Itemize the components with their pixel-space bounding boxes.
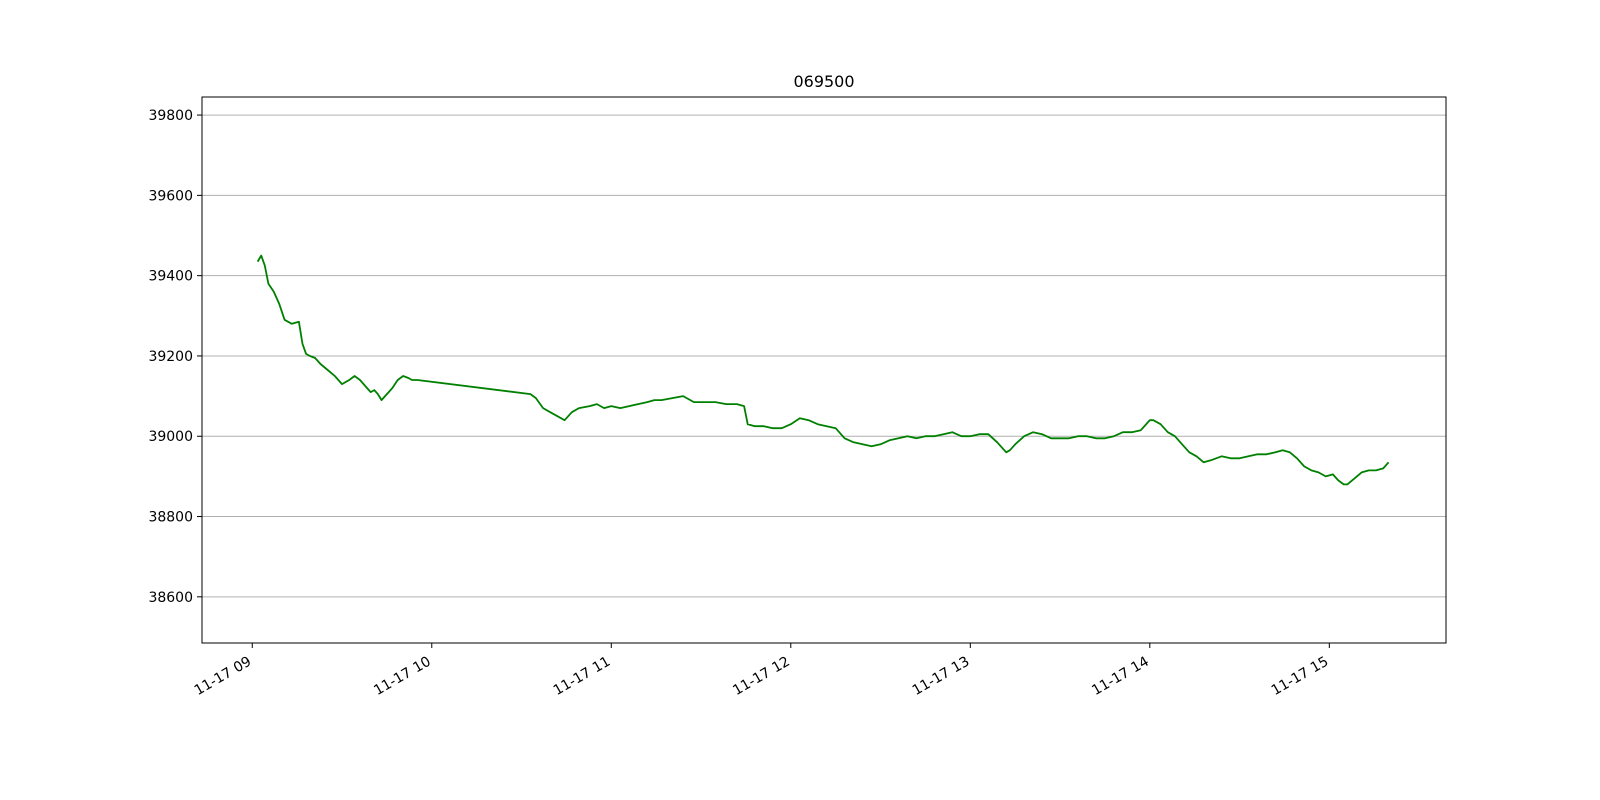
series-line <box>256 254 1390 486</box>
y-tick-label: 39000 <box>148 429 193 445</box>
x-tick-label: 11-17 13 <box>910 654 973 699</box>
plot-frame <box>201 96 1447 644</box>
y-tick-label: 38800 <box>148 510 193 526</box>
x-tick-label: 11-17 11 <box>551 654 614 699</box>
y-axis-ticks: 38600 38800 39000 39200 39400 39600 39800 <box>148 108 202 606</box>
gridlines <box>202 114 1446 598</box>
x-tick-label: 11-17 10 <box>371 654 434 699</box>
y-tick-label: 39800 <box>148 108 193 124</box>
y-tick-label: 39200 <box>148 349 193 365</box>
x-axis-ticks: 11-17 09 11-17 10 11-17 11 11-17 12 11-17 13… <box>192 643 1332 699</box>
x-tick-label: 11-17 09 <box>192 654 255 699</box>
series-layer <box>256 254 1390 486</box>
x-tick-label: 11-17 14 <box>1089 654 1152 699</box>
y-tick-label: 38600 <box>148 590 193 606</box>
y-tick-label: 39400 <box>148 269 193 285</box>
x-tick-label: 11-17 15 <box>1269 654 1332 699</box>
y-tick-label: 39600 <box>148 188 193 204</box>
chart-title: 069500 <box>793 72 854 91</box>
x-tick-label: 11-17 12 <box>730 654 793 699</box>
